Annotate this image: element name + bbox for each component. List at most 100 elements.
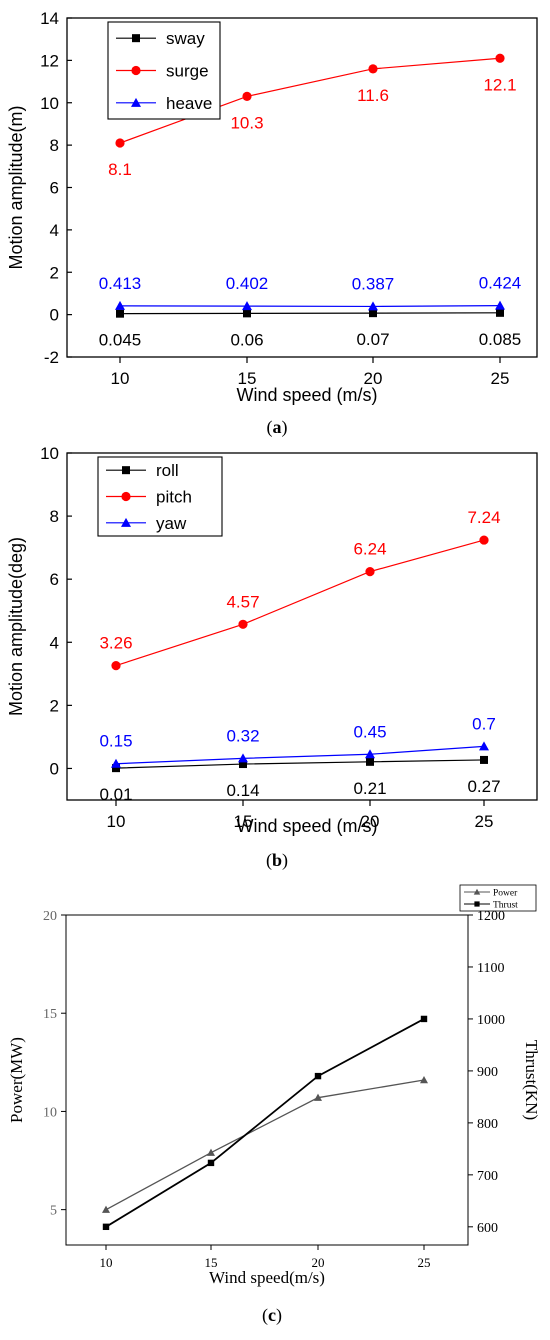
y-tick-label: 4 xyxy=(50,633,59,652)
data-point-surge xyxy=(242,91,252,101)
chart-c: 5 10 15 20 600 700 800 900 1000 1100 1200 10 15 20 25 W… xyxy=(7,884,541,1326)
data-point-surge xyxy=(368,64,378,74)
y-tick-label: 8 xyxy=(50,507,59,526)
series-line-surge xyxy=(119,57,501,144)
legend-label-roll: roll xyxy=(156,461,179,480)
data-point-Power xyxy=(420,1076,428,1084)
series-line-yaw xyxy=(115,745,485,765)
data-point-roll xyxy=(239,760,247,769)
y-right-tick-label: 1000 xyxy=(477,1013,505,1028)
legend-marker-surge xyxy=(131,65,141,76)
y-tick-label: 0 xyxy=(50,759,59,778)
data-point-heave xyxy=(115,300,125,310)
legend-box xyxy=(459,884,537,912)
y-axis-label: Motion amplitude(m) xyxy=(6,105,26,269)
series-sway: 0.045 0.06 0.07 0.085 xyxy=(99,308,522,350)
data-point-roll xyxy=(480,755,488,764)
x-tick-label: 25 xyxy=(418,1255,431,1270)
data-point-pitch xyxy=(111,661,121,671)
legend-marker-yaw xyxy=(121,517,131,527)
y-right-tick-label: 700 xyxy=(477,1169,498,1184)
data-label-sway: 0.06 xyxy=(230,330,263,349)
y-tick-label: 6 xyxy=(50,570,59,589)
data-label-pitch: 7.24 xyxy=(467,508,500,527)
y-tick-label: 2 xyxy=(50,263,59,282)
data-label-sway: 0.085 xyxy=(479,330,522,349)
data-point-sway xyxy=(116,309,124,318)
y-right-tick-label: 600 xyxy=(477,1221,498,1236)
series-line-Thrust xyxy=(105,1018,425,1228)
legend-marker-sway xyxy=(132,34,140,43)
data-label-yaw: 0.32 xyxy=(226,726,259,745)
series-Thrust xyxy=(102,1015,428,1231)
x-tick-label: 25 xyxy=(491,369,510,388)
x-axis-label: Wind speed (m/s) xyxy=(236,385,377,405)
data-point-yaw xyxy=(365,749,375,759)
legend-label-sway: sway xyxy=(166,29,205,48)
data-point-yaw xyxy=(479,741,489,751)
legend-label-pitch: pitch xyxy=(156,488,192,507)
data-point-Thrust xyxy=(102,1223,110,1231)
data-label-roll: 0.14 xyxy=(226,781,259,800)
y-tick-label: 14 xyxy=(40,9,59,28)
data-label-heave: 0.413 xyxy=(99,274,142,293)
series-roll: 0.01 0.14 0.21 0.27 xyxy=(99,755,501,804)
x-tick-label: 20 xyxy=(361,812,380,831)
legend-label-yaw: yaw xyxy=(156,514,187,533)
series-line-pitch xyxy=(115,539,485,667)
data-point-heave xyxy=(368,301,378,311)
y-axis-label: Power(MW) xyxy=(7,1037,26,1123)
y-tick-label: 4 xyxy=(50,221,59,240)
x-tick-label: 25 xyxy=(475,812,494,831)
plot-frame xyxy=(65,914,469,1246)
data-label-sway: 0.07 xyxy=(356,330,389,349)
data-label-yaw: 0.45 xyxy=(353,722,386,741)
series-line-heave xyxy=(119,305,501,308)
legend-marker-heave xyxy=(131,97,141,107)
data-point-yaw xyxy=(111,758,121,768)
data-point-heave xyxy=(495,300,505,310)
y-tick-label: -2 xyxy=(44,348,59,367)
y-tick-label: 0 xyxy=(50,306,59,325)
legend-marker-Thrust xyxy=(474,901,480,907)
data-point-Power xyxy=(207,1148,215,1156)
legend: Power Thrust xyxy=(459,884,537,912)
series-yaw: 0.15 0.32 0.45 0.7 xyxy=(99,714,496,768)
legend-label-heave: heave xyxy=(166,94,212,113)
y-tick-label: 15 xyxy=(43,1007,57,1022)
data-label-pitch: 4.57 xyxy=(226,592,259,611)
legend-marker-pitch xyxy=(121,491,131,502)
y-right-tick-label: 900 xyxy=(477,1065,498,1080)
y-right-axis-label: Thrust(KN) xyxy=(522,1040,541,1120)
data-label-heave: 0.387 xyxy=(352,274,395,293)
x-axis-label: Wind speed (m/s) xyxy=(236,816,377,836)
data-point-pitch xyxy=(479,535,489,545)
legend-marker-Power xyxy=(473,888,481,895)
y-tick-label: 12 xyxy=(40,51,59,70)
y-tick-label: 10 xyxy=(43,1105,57,1120)
x-tick-label: 15 xyxy=(205,1255,218,1270)
data-label-surge: 8.1 xyxy=(108,160,132,179)
chart-a: -2 0 2 4 6 8 10 12 14 10 15 20 25 Wind speed (m/s) Mot… xyxy=(6,9,538,438)
data-label-heave: 0.402 xyxy=(226,274,269,293)
series-line-Power xyxy=(105,1079,425,1211)
data-point-surge xyxy=(115,138,125,148)
x-tick-label: 20 xyxy=(312,1255,325,1270)
x-tick-label: 10 xyxy=(111,369,130,388)
series-line-roll xyxy=(115,759,485,769)
data-point-sway xyxy=(369,309,377,318)
chart-b: 0 2 4 6 8 10 10 15 20 25 Wind speed (m/s) Motion am… xyxy=(6,444,538,871)
data-point-Power xyxy=(314,1093,322,1101)
series-heave: 0.413 0.402 0.387 0.424 xyxy=(99,274,521,311)
x-axis-label: Wind speed(m/s) xyxy=(209,1268,325,1287)
legend-marker-roll xyxy=(122,466,130,475)
y-tick-label: 20 xyxy=(43,909,57,924)
series-surge: 8.1 10.3 11.6 12.1 xyxy=(108,53,517,179)
legend-label-Power: Power xyxy=(493,889,518,899)
legend-label-Thrust: Thrust xyxy=(493,901,518,911)
y-right-tick-label: 1200 xyxy=(477,909,505,924)
data-point-pitch xyxy=(238,619,248,629)
y-right-tick-label: 1100 xyxy=(477,961,504,976)
data-label-yaw: 0.7 xyxy=(472,714,496,733)
